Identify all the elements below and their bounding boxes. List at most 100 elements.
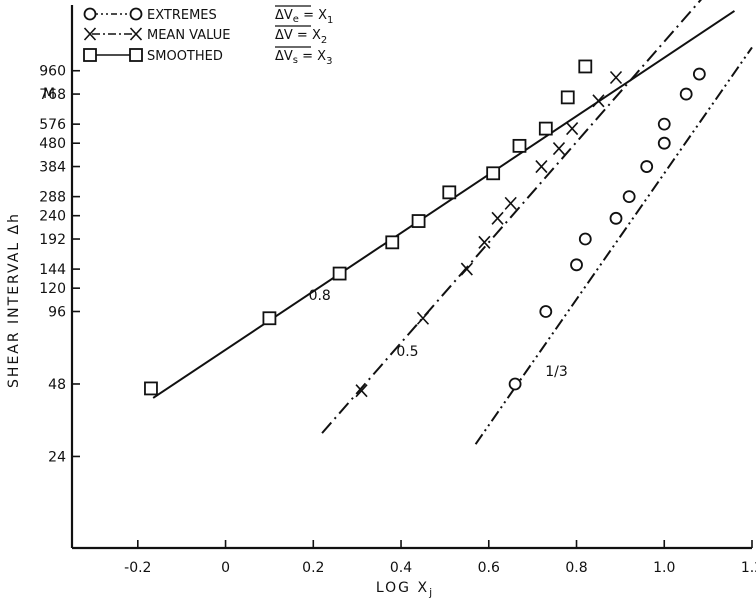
data-point-square (486, 166, 501, 181)
y-tick-label: 24 (48, 449, 66, 465)
legend-formula-symbol: ΔV (275, 49, 293, 64)
data-point-square (411, 214, 426, 228)
x-tick-label: 1.0 (653, 560, 675, 576)
x-tick-label: 0.2 (302, 560, 324, 576)
slope-label: 0.8 (309, 288, 331, 304)
y-tick-label: 768 (39, 87, 66, 103)
x-tick-label: 0.6 (478, 560, 500, 576)
data-point-circle (657, 136, 671, 150)
data-point-circle (657, 117, 671, 131)
y-tick-label: 48 (48, 377, 66, 393)
legend-formula-rhs: = X (298, 49, 326, 64)
x-marker-stroke (491, 211, 504, 225)
data-point-x (552, 142, 566, 156)
data-point-square (262, 311, 277, 326)
data-point-circle (508, 377, 522, 391)
legend-marker-x (83, 27, 97, 41)
legend-formula-symbol: ΔV (275, 8, 293, 23)
data-point-circle (692, 67, 706, 81)
y-tick-label: 288 (39, 190, 66, 206)
y-tick-label: 960 (39, 64, 66, 80)
x-marker-stroke (609, 70, 623, 85)
legend-marker-x (129, 27, 143, 41)
slope-label: 1/3 (545, 364, 568, 380)
y-ticks: 24 48 96 120 144 192 240 288 384 480 576 768 960 (39, 64, 80, 465)
x-tick-label: 0.8 (565, 560, 587, 576)
x-marker-stroke (355, 384, 368, 398)
y-axis-title: SHEAR INTERVAL Δh (6, 212, 22, 388)
fit-line (152, 10, 736, 399)
data-point-x (478, 235, 491, 249)
legend-formula-symbol: ΔV (275, 28, 293, 43)
y-tick-label: 576 (39, 117, 66, 133)
legend-formula-rhs-sub: 2 (321, 35, 327, 46)
x-marker-stroke (83, 27, 97, 41)
x-marker-stroke (504, 196, 517, 210)
legend-formula: ΔVe = X1 (275, 8, 333, 26)
y-tick-label: 96 (48, 304, 66, 320)
y-tick-label: 144 (39, 262, 66, 278)
data-point-x (416, 311, 430, 325)
x-marker-stroke (416, 311, 430, 325)
legend-formula: ΔVs = X3 (275, 49, 332, 67)
x-marker-stroke (478, 235, 491, 249)
x-marker-stroke (460, 262, 473, 276)
data-point-square (332, 266, 347, 281)
legend-marker-square (129, 48, 143, 62)
legend-label: EXTREMES (147, 8, 217, 23)
legend-entry: MEAN VALUE ΔV = X2 (83, 25, 327, 46)
legend-formula: ΔV = X2 (275, 28, 327, 46)
x-marker-stroke (566, 122, 579, 136)
x-tick-label: -0.2 (124, 560, 151, 576)
legend-marker-square (83, 48, 97, 62)
x-marker-stroke (592, 94, 605, 108)
legend-marker-circle (129, 7, 143, 21)
axes (70, 5, 752, 550)
data-point-x (460, 262, 473, 276)
data-point-circle (578, 232, 592, 246)
y-unit-label: M (43, 86, 55, 102)
y-tick-label: 240 (39, 209, 66, 225)
data-point-x (491, 211, 504, 225)
data-point-x (504, 196, 517, 210)
data-point-x (609, 70, 623, 85)
data-point-x (355, 384, 368, 398)
markers (144, 59, 706, 398)
data-point-square (578, 59, 593, 74)
x-marker-stroke (129, 27, 143, 41)
legend-entry: SMOOTHED ΔVs = X3 (83, 46, 332, 67)
x-axis-title-sub: j (428, 586, 434, 599)
data-point-square (144, 381, 158, 396)
legend-formula-subscript: e (293, 14, 299, 25)
data-point-square (560, 90, 575, 105)
y-tick-label: 192 (39, 232, 66, 248)
legend-marker-circle (83, 7, 97, 21)
data-point-circle (609, 211, 623, 225)
x-tick-label: 0 (221, 560, 230, 576)
legend-label: MEAN VALUE (147, 28, 230, 43)
x-marker-stroke (535, 160, 548, 174)
legend-formula-rhs: = X (293, 28, 321, 43)
x-axis-title-main: LOG X (376, 580, 429, 596)
y-tick-label: 384 (39, 160, 66, 176)
data-point-x (566, 122, 579, 136)
legend-formula-rhs-sub: 1 (327, 15, 333, 26)
fit-line (474, 46, 753, 445)
y-tick-label: 480 (39, 136, 66, 152)
y-tick-label: 120 (39, 281, 66, 297)
x-tick-label: 0.4 (390, 560, 412, 576)
data-point-circle (640, 160, 654, 173)
data-point-circle (539, 305, 553, 318)
x-marker-stroke (552, 142, 566, 156)
legend-formula-rhs-sub: 3 (326, 56, 332, 67)
legend-formula-rhs: = X (299, 8, 327, 23)
fit-line (321, 0, 702, 434)
legend-entry: EXTREMES ΔVe = X1 (83, 5, 333, 26)
data-point-circle (622, 190, 636, 204)
data-point-circle (570, 258, 583, 272)
legend-formula-subscript: s (293, 55, 298, 66)
x-ticks: -0.2 0 0.2 0.4 0.6 0.8 1.0 1.2 (124, 540, 756, 576)
slope-labels: 1/3 0.5 0.8 (309, 288, 568, 380)
